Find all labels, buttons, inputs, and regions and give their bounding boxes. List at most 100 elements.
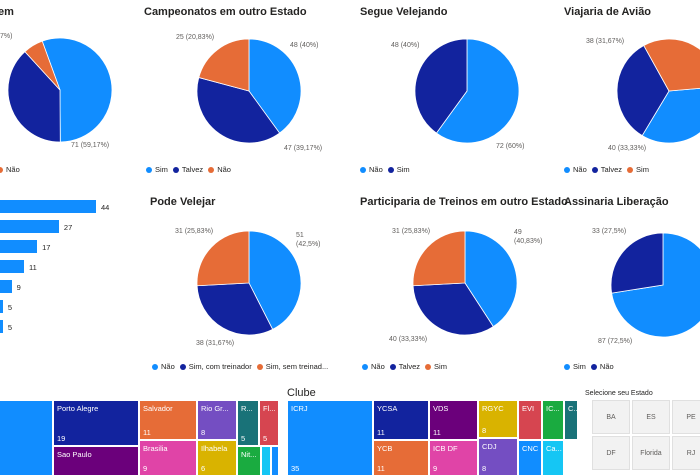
legend-label: Sim, sem treinad... xyxy=(265,362,329,371)
pie-label: 48 (40%) xyxy=(290,42,319,49)
legend-item[interactable]: Talvez xyxy=(591,165,622,174)
legend-item[interactable]: Sim, sem treinad... xyxy=(256,362,329,371)
slicer-option[interactable]: Florida xyxy=(632,436,670,470)
legend-item[interactable]: Não xyxy=(152,362,175,371)
slicer-option[interactable]: DF xyxy=(592,436,630,470)
treemap-tile[interactable]: YCSA 11 xyxy=(373,400,429,440)
treemap-tile-label: Ca... xyxy=(546,444,562,453)
treemap-tile[interactable]: Rio Gr... 8 xyxy=(197,400,237,440)
treemap-tile[interactable]: YCB 11 xyxy=(373,440,429,476)
treemap-tile[interactable]: ICRJ 35 xyxy=(287,400,373,476)
pie-slice[interactable] xyxy=(196,282,274,336)
legend-item[interactable]: Não xyxy=(0,165,20,174)
pie-slice[interactable] xyxy=(641,86,700,144)
legend-dot xyxy=(179,363,186,370)
chart-title-participaria-treinos: Participaria de Treinos em outro Estado xyxy=(360,196,568,208)
treemap-tile[interactable] xyxy=(0,400,53,476)
treemap-tile[interactable]: Brasilia 9 xyxy=(139,440,197,476)
treemap-tile-label: EVI xyxy=(522,404,535,413)
pie-slice[interactable] xyxy=(611,232,700,338)
pie-chart-partial[interactable] xyxy=(0,30,120,150)
bar[interactable] xyxy=(0,260,24,273)
treemap-tile-label: Fl... xyxy=(263,404,276,413)
pie-slice[interactable] xyxy=(412,282,494,336)
pie-slice[interactable] xyxy=(610,232,664,294)
treemap-tile[interactable]: R... 5 xyxy=(237,400,259,446)
legend-dot xyxy=(627,166,634,173)
treemap-tile[interactable]: Sao Paulo xyxy=(53,446,139,476)
bar[interactable] xyxy=(0,240,38,253)
pie-slice[interactable] xyxy=(198,38,250,92)
bar-value-label: 11 xyxy=(29,263,37,272)
legend-label: Não xyxy=(599,362,614,371)
bar[interactable] xyxy=(0,220,59,233)
legend-item[interactable]: Talvez xyxy=(389,362,420,371)
treemap-tile-label: Nit... xyxy=(241,450,257,459)
pie-chart-segue-velejando[interactable] xyxy=(412,36,522,146)
treemap-tile-value: 5 xyxy=(263,434,268,443)
bar-value-label: 27 xyxy=(63,223,73,232)
legend-dot xyxy=(0,166,3,173)
pie-slice[interactable] xyxy=(412,230,466,287)
legend-item[interactable]: Sim xyxy=(146,165,168,174)
pie-chart-assinaria-liberacao[interactable] xyxy=(608,230,700,340)
pie-slice[interactable] xyxy=(196,77,281,144)
pie-slice[interactable] xyxy=(248,230,302,330)
treemap-tile[interactable]: Fl... 5 xyxy=(259,400,279,446)
treemap-tile-value: 8 xyxy=(482,426,487,435)
treemap-tile[interactable]: Salvador 11 xyxy=(139,400,197,440)
treemap-tile[interactable]: CNC xyxy=(518,440,542,476)
treemap-tile[interactable]: EVI xyxy=(518,400,542,440)
pie-label: 25 (20,83%) xyxy=(176,34,215,41)
pie-label: 87 (72,5%) xyxy=(598,338,633,345)
legend-item[interactable]: Não xyxy=(208,165,231,174)
slicer-option[interactable]: BA xyxy=(592,400,630,434)
bar[interactable] xyxy=(0,200,96,213)
treemap-tile[interactable]: IC... xyxy=(542,400,564,440)
treemap-tile[interactable]: Porto Alegre 19 xyxy=(53,400,139,446)
treemap-tile[interactable]: VDS 11 xyxy=(429,400,478,440)
slicer-option[interactable]: RJ xyxy=(672,436,700,470)
legend-item[interactable]: Talvez xyxy=(172,165,203,174)
pie-slice[interactable] xyxy=(24,40,61,91)
treemap-tile[interactable] xyxy=(271,446,279,476)
legend-item[interactable]: Sim xyxy=(425,362,447,371)
pie-label: 7%) xyxy=(0,33,13,40)
bar-value-label: 5 xyxy=(7,303,13,312)
legend-dot xyxy=(425,363,432,370)
treemap-tile[interactable]: Ca... xyxy=(542,440,564,476)
legend-item[interactable]: Não xyxy=(362,362,385,371)
treemap-tile[interactable]: RGYC 8 xyxy=(478,400,518,438)
legend-item[interactable]: Não xyxy=(564,165,587,174)
pie-chart-campeonatos[interactable] xyxy=(194,36,304,146)
slicer-option[interactable]: PE xyxy=(672,400,700,434)
legend-item[interactable]: Sim xyxy=(564,362,586,371)
legend-item[interactable]: Não xyxy=(590,362,614,371)
pie-slice[interactable] xyxy=(41,37,113,143)
bar[interactable] xyxy=(0,280,12,293)
pie-label: 38 (31,67%) xyxy=(586,38,625,45)
pie-slice[interactable] xyxy=(7,51,61,143)
legend-item[interactable]: Sim, com treinador xyxy=(179,362,252,371)
treemap-tile[interactable]: CDJ 8 xyxy=(478,438,518,476)
pie-slice[interactable] xyxy=(435,38,520,144)
legend-item[interactable]: Sim xyxy=(627,165,649,174)
treemap-tile[interactable]: ICB DF 9 xyxy=(429,440,478,476)
pie-chart-pode-velejar[interactable] xyxy=(196,230,302,336)
pie-chart-participaria-treinos[interactable] xyxy=(412,230,518,336)
treemap-tile[interactable]: C... xyxy=(564,400,578,440)
pie-chart-viajaria-aviao[interactable] xyxy=(614,36,700,146)
legend-item[interactable]: Não xyxy=(360,165,383,174)
treemap-tile[interactable]: Nit... xyxy=(237,446,261,476)
treemap-tile[interactable] xyxy=(261,446,271,476)
legend-dot xyxy=(172,166,179,173)
bar[interactable] xyxy=(0,300,3,313)
pie-slice[interactable] xyxy=(643,38,700,92)
slicer-option[interactable]: ES xyxy=(632,400,670,434)
bar[interactable] xyxy=(0,320,3,333)
pie-slice[interactable] xyxy=(196,230,250,287)
pie-slice[interactable] xyxy=(414,38,468,134)
legend-item[interactable]: Sim xyxy=(387,165,410,174)
treemap-tile[interactable]: Ilhabela 6 xyxy=(197,440,237,476)
pie-slice[interactable] xyxy=(248,38,302,134)
